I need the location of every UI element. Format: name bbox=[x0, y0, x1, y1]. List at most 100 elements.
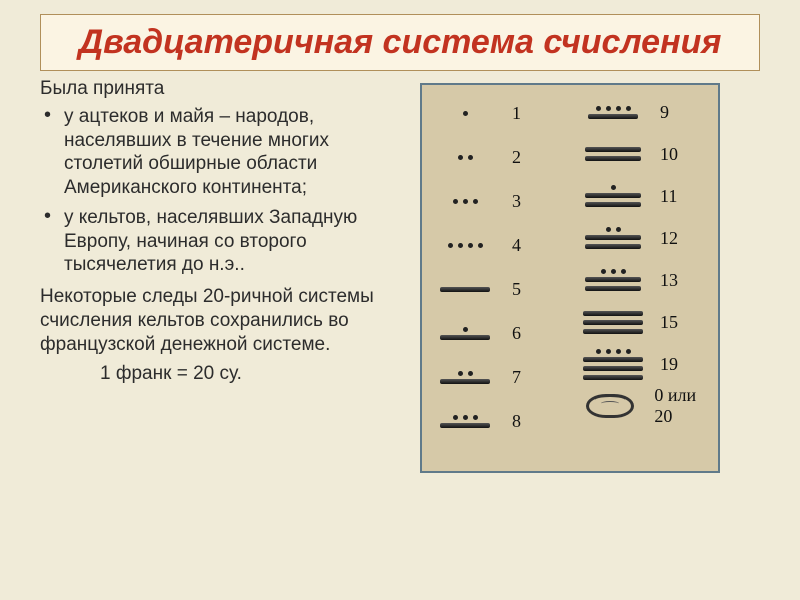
dot-icon bbox=[616, 227, 621, 232]
numeral-label: 13 bbox=[660, 270, 678, 291]
maya-glyph bbox=[448, 243, 483, 248]
dot-row bbox=[458, 371, 473, 376]
glyph-cell bbox=[574, 133, 652, 175]
dot-row bbox=[458, 155, 473, 160]
bar-icon bbox=[585, 235, 641, 240]
numeral-row: 5 bbox=[426, 267, 566, 311]
dot-row bbox=[453, 415, 478, 420]
dot-icon bbox=[473, 199, 478, 204]
numeral-label: 11 bbox=[660, 186, 677, 207]
dot-icon bbox=[601, 269, 606, 274]
dot-icon bbox=[621, 269, 626, 274]
numeral-label: 10 bbox=[660, 144, 678, 165]
numeral-row: 19 bbox=[574, 343, 714, 385]
maya-glyph bbox=[588, 106, 638, 119]
bar-icon bbox=[585, 286, 641, 291]
bar-group bbox=[440, 423, 490, 428]
numeral-row: 10 bbox=[574, 133, 714, 175]
maya-glyph bbox=[440, 327, 490, 340]
chart-column: 12345678 91011121315190 или 20 bbox=[420, 77, 760, 473]
dot-icon bbox=[611, 185, 616, 190]
dot-row bbox=[463, 327, 468, 332]
bar-icon bbox=[583, 357, 643, 362]
chart-left-half: 12345678 bbox=[422, 85, 570, 471]
maya-glyph bbox=[463, 111, 468, 116]
glyph-cell bbox=[574, 259, 652, 301]
slide: Двадцатеричная система счисления Была пр… bbox=[0, 0, 800, 600]
dot-icon bbox=[463, 199, 468, 204]
dot-icon bbox=[463, 111, 468, 116]
glyph-cell bbox=[426, 179, 504, 223]
dot-row bbox=[463, 111, 468, 116]
glyph-cell bbox=[426, 223, 504, 267]
glyph-cell bbox=[426, 91, 504, 135]
maya-glyph bbox=[585, 147, 641, 161]
text-column: Была принята у ацтеков и майя – народов,… bbox=[40, 77, 402, 473]
bar-icon bbox=[583, 320, 643, 325]
dot-icon bbox=[453, 199, 458, 204]
glyph-cell bbox=[574, 301, 652, 343]
dot-icon bbox=[463, 327, 468, 332]
maya-glyph bbox=[440, 371, 490, 384]
bullet-text: у ацтеков и майя – народов, населявших в… bbox=[64, 106, 329, 198]
numeral-row: 3 bbox=[426, 179, 566, 223]
glyph-cell bbox=[426, 311, 504, 355]
dot-icon bbox=[606, 106, 611, 111]
numeral-row: 11 bbox=[574, 175, 714, 217]
maya-glyph bbox=[585, 227, 641, 249]
bar-group bbox=[585, 193, 641, 207]
dot-icon bbox=[616, 106, 621, 111]
bullet-item: у ацтеков и майя – народов, населявших в… bbox=[40, 105, 402, 200]
numeral-row: 7 bbox=[426, 355, 566, 399]
bar-icon bbox=[585, 156, 641, 161]
numeral-row: 4 bbox=[426, 223, 566, 267]
numeral-row: 0 или 20 bbox=[574, 385, 714, 427]
numeral-label: 4 bbox=[512, 235, 521, 256]
numeral-row: 9 bbox=[574, 91, 714, 133]
bar-group bbox=[585, 277, 641, 291]
bar-icon bbox=[440, 379, 490, 384]
glyph-cell bbox=[574, 217, 652, 259]
dot-icon bbox=[596, 106, 601, 111]
dot-icon bbox=[458, 155, 463, 160]
maya-glyph bbox=[440, 415, 490, 428]
maya-glyph bbox=[583, 311, 643, 334]
shell-icon bbox=[586, 394, 634, 418]
paragraph-text: Некоторые следы 20-ричной системы счисле… bbox=[40, 285, 402, 356]
slide-title: Двадцатеричная система счисления bbox=[57, 23, 743, 62]
numeral-label: 1 bbox=[512, 103, 521, 124]
numeral-label: 6 bbox=[512, 323, 521, 344]
title-box: Двадцатеричная система счисления bbox=[40, 14, 760, 71]
maya-numeral-chart: 12345678 91011121315190 или 20 bbox=[420, 83, 720, 473]
numeral-row: 6 bbox=[426, 311, 566, 355]
glyph-cell bbox=[426, 267, 504, 311]
dot-icon bbox=[473, 415, 478, 420]
bullet-item: у кельтов, населявших Западную Европу, н… bbox=[40, 206, 402, 277]
bar-icon bbox=[440, 287, 490, 292]
chart-right-half: 91011121315190 или 20 bbox=[570, 85, 718, 471]
dot-icon bbox=[458, 371, 463, 376]
dot-icon bbox=[616, 349, 621, 354]
content-row: Была принята у ацтеков и майя – народов,… bbox=[40, 77, 760, 473]
dot-icon bbox=[468, 371, 473, 376]
numeral-row: 13 bbox=[574, 259, 714, 301]
maya-glyph bbox=[458, 155, 473, 160]
numeral-label: 0 или 20 bbox=[654, 385, 714, 427]
dot-icon bbox=[468, 155, 473, 160]
dot-icon bbox=[596, 349, 601, 354]
bar-group bbox=[585, 147, 641, 161]
maya-glyph bbox=[453, 199, 478, 204]
dot-icon bbox=[478, 243, 483, 248]
maya-glyph bbox=[585, 185, 641, 207]
numeral-label: 12 bbox=[660, 228, 678, 249]
numeral-label: 9 bbox=[660, 102, 669, 123]
bar-icon bbox=[583, 329, 643, 334]
chart-inner: 12345678 91011121315190 или 20 bbox=[422, 85, 718, 471]
dot-icon bbox=[626, 349, 631, 354]
numeral-row: 12 bbox=[574, 217, 714, 259]
numeral-label: 19 bbox=[660, 354, 678, 375]
equation-text: 1 франк = 20 су. bbox=[40, 362, 402, 386]
dot-icon bbox=[606, 227, 611, 232]
maya-glyph bbox=[585, 269, 641, 291]
intro-text: Была принята bbox=[40, 77, 402, 101]
